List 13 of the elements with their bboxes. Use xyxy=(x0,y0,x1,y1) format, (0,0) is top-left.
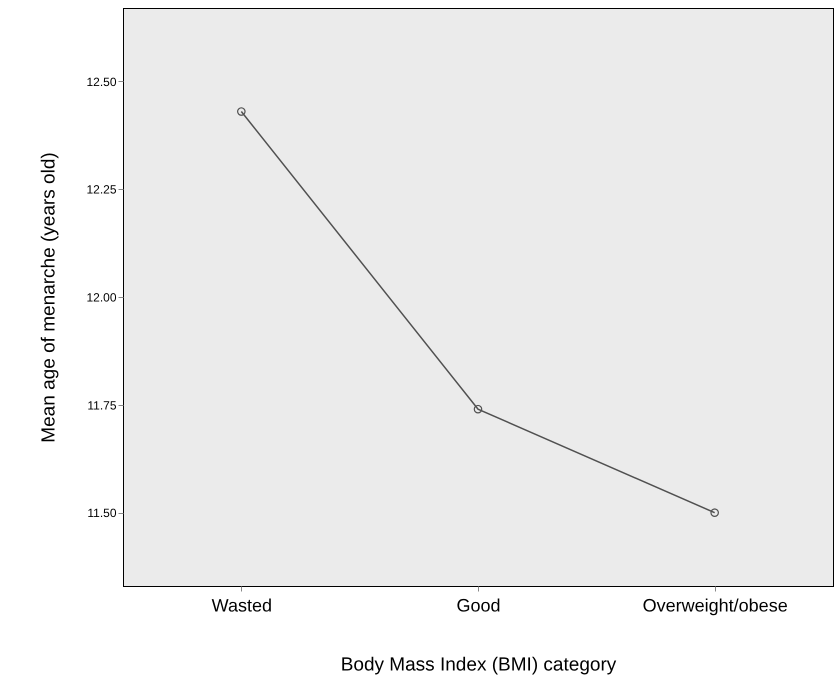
y-tick-label: 12.50 xyxy=(86,74,117,89)
y-tick-label: 12.25 xyxy=(86,182,117,197)
y-tick-label: 12.00 xyxy=(86,290,117,304)
y-axis-title: Mean age of menarche (years old) xyxy=(38,152,60,443)
y-tick-label: 11.75 xyxy=(87,398,117,412)
point xyxy=(474,404,482,414)
x-tick-label: Good xyxy=(456,596,501,616)
y-tick-label: 11.50 xyxy=(87,506,117,520)
x-tick-label: Overweight/obese xyxy=(642,596,788,616)
point xyxy=(710,508,719,517)
point xyxy=(237,107,246,116)
x-axis-title: Body Mass Index (BMI) category xyxy=(340,654,617,676)
x-tick-label: Wasted xyxy=(212,596,272,616)
